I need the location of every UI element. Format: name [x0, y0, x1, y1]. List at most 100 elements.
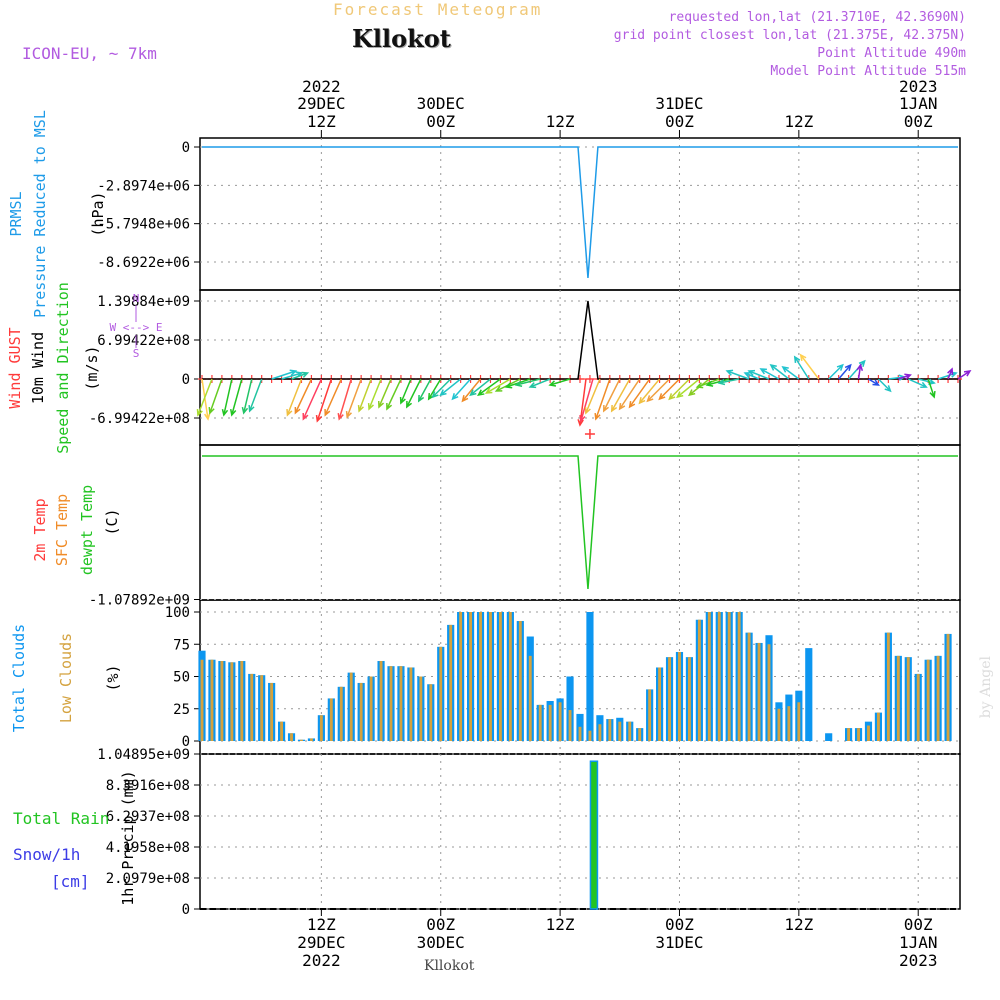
wind-arrow — [628, 378, 651, 409]
low-cloud-bar — [588, 730, 592, 741]
pressure-y-tick-label: -8.6922e+06 — [97, 255, 190, 271]
wind-arrow — [248, 378, 263, 413]
wind-arrow — [196, 378, 213, 417]
pressure-series-line — [202, 146, 958, 279]
wind-arrow — [357, 378, 372, 413]
cloud-ylabel-total: Total Clouds — [10, 624, 28, 732]
wind-arrow — [337, 378, 352, 421]
low-cloud-bar — [419, 676, 423, 741]
bottom-day-label: 1JAN — [899, 933, 938, 952]
wind-arrow — [646, 378, 671, 403]
wind-arrow — [439, 378, 462, 397]
wind-arrow — [877, 378, 892, 393]
low-cloud-bar — [409, 667, 413, 741]
wind-arrow — [828, 363, 844, 380]
grid-point-coords: grid point closest lon,lat (21.375E, 42.… — [613, 28, 966, 43]
wind-arrow — [201, 378, 211, 421]
bottom-hour-label: 12Z — [546, 915, 575, 934]
wind-arrow — [469, 378, 491, 397]
wind-arrow — [241, 378, 253, 415]
top-year-label: 2023 — [899, 77, 938, 96]
low-cloud-bar — [697, 619, 701, 741]
low-cloud-bar — [847, 728, 851, 741]
wind-arrow — [477, 378, 501, 397]
top-hour-label: 00Z — [426, 112, 455, 131]
low-cloud-bar — [896, 655, 900, 741]
temp-ylabel-unit: (C) — [103, 508, 121, 535]
total-cloud-bar — [825, 733, 833, 741]
low-cloud-bar — [270, 682, 274, 741]
wind-y-tick-label: 6.99422e+08 — [97, 333, 190, 349]
precip-label-cm: [cm] — [51, 872, 90, 891]
wind-arrow — [291, 371, 310, 380]
top-hour-label: 12Z — [307, 112, 336, 131]
total-cloud-bar — [586, 612, 594, 741]
low-cloud-bar — [349, 672, 353, 741]
low-cloud-bar — [260, 675, 264, 741]
model-label: ICON-EU, ~ 7km — [22, 44, 157, 63]
low-cloud-bar — [369, 676, 373, 741]
precip-y-tick-label: 8.3916e+08 — [106, 778, 190, 794]
wind-arrow — [528, 378, 551, 389]
clouds-y-tick-label: 0 — [182, 734, 190, 750]
wind-arrow — [717, 378, 740, 386]
clouds-y-tick-label: 100 — [165, 605, 190, 621]
precip-y-tick-label: 6.2937e+08 — [106, 809, 190, 825]
low-cloud-bar — [687, 657, 691, 741]
wind-arrow — [406, 378, 422, 409]
wind-arrow — [793, 355, 810, 380]
top-hour-label: 00Z — [665, 112, 694, 131]
precip-y-tick-label: 1.04895e+09 — [97, 747, 190, 763]
total-cloud-bar — [566, 676, 574, 741]
wind-arrow — [638, 378, 661, 405]
compass-north: N — [133, 292, 140, 305]
bottom-year-label: 2023 — [899, 951, 938, 970]
wind-arrow — [743, 371, 760, 380]
wind-arrow — [927, 378, 936, 399]
pressure-ylabel-prmsl: PRMSL — [7, 191, 25, 236]
low-cloud-bar — [489, 612, 492, 741]
top-day-label: 31DEC — [655, 94, 703, 113]
low-cloud-bar — [867, 725, 870, 741]
wind-arrow — [695, 378, 720, 389]
wind-arrow — [937, 371, 958, 380]
wind-arrow — [514, 378, 541, 387]
temp-ylabel-sfc: SFC Temp — [53, 494, 71, 566]
temperature-panel-frame — [199, 444, 961, 601]
low-cloud-bar — [399, 666, 403, 741]
low-cloud-bar — [906, 657, 910, 741]
low-cloud-bar — [668, 657, 671, 741]
wind-arrow — [769, 363, 790, 380]
wind-arrow — [461, 378, 482, 403]
top-hour-label: 00Z — [904, 112, 933, 131]
wind-arrow — [345, 378, 362, 419]
low-cloud-bar — [469, 612, 473, 741]
gust-max-marker — [584, 429, 595, 439]
wind-arrow — [584, 378, 601, 415]
wind-arrow — [451, 378, 472, 401]
low-cloud-bar — [528, 655, 532, 741]
low-cloud-bar — [329, 698, 333, 741]
wind-arrow — [399, 378, 412, 405]
precip-ylabel-unit: 1hr Precip (mm) — [119, 770, 137, 905]
model-altitude: Model Point Altitude 515m — [770, 64, 966, 79]
low-cloud-bar — [290, 733, 293, 741]
precip-panel-frame — [199, 753, 961, 910]
low-cloud-bar — [498, 612, 502, 741]
low-cloud-bar — [707, 612, 711, 741]
low-cloud-bar — [916, 673, 920, 741]
wind-arrow — [294, 378, 313, 415]
low-cloud-bar — [459, 612, 463, 741]
wind-arrow — [668, 378, 690, 401]
low-cloud-bar — [857, 728, 860, 741]
low-cloud-bar — [210, 659, 214, 741]
wind-arrow — [947, 367, 954, 380]
point-altitude: Point Altitude 490m — [817, 46, 966, 61]
low-cloud-bar — [479, 612, 482, 741]
wind-arrow — [759, 368, 780, 380]
low-cloud-bar — [628, 721, 632, 741]
bottom-year-label: 2022 — [302, 951, 341, 970]
compass-south: S — [133, 347, 140, 360]
wind-y-tick-label: 0 — [182, 372, 190, 388]
top-day-label: 29DEC — [297, 94, 345, 113]
